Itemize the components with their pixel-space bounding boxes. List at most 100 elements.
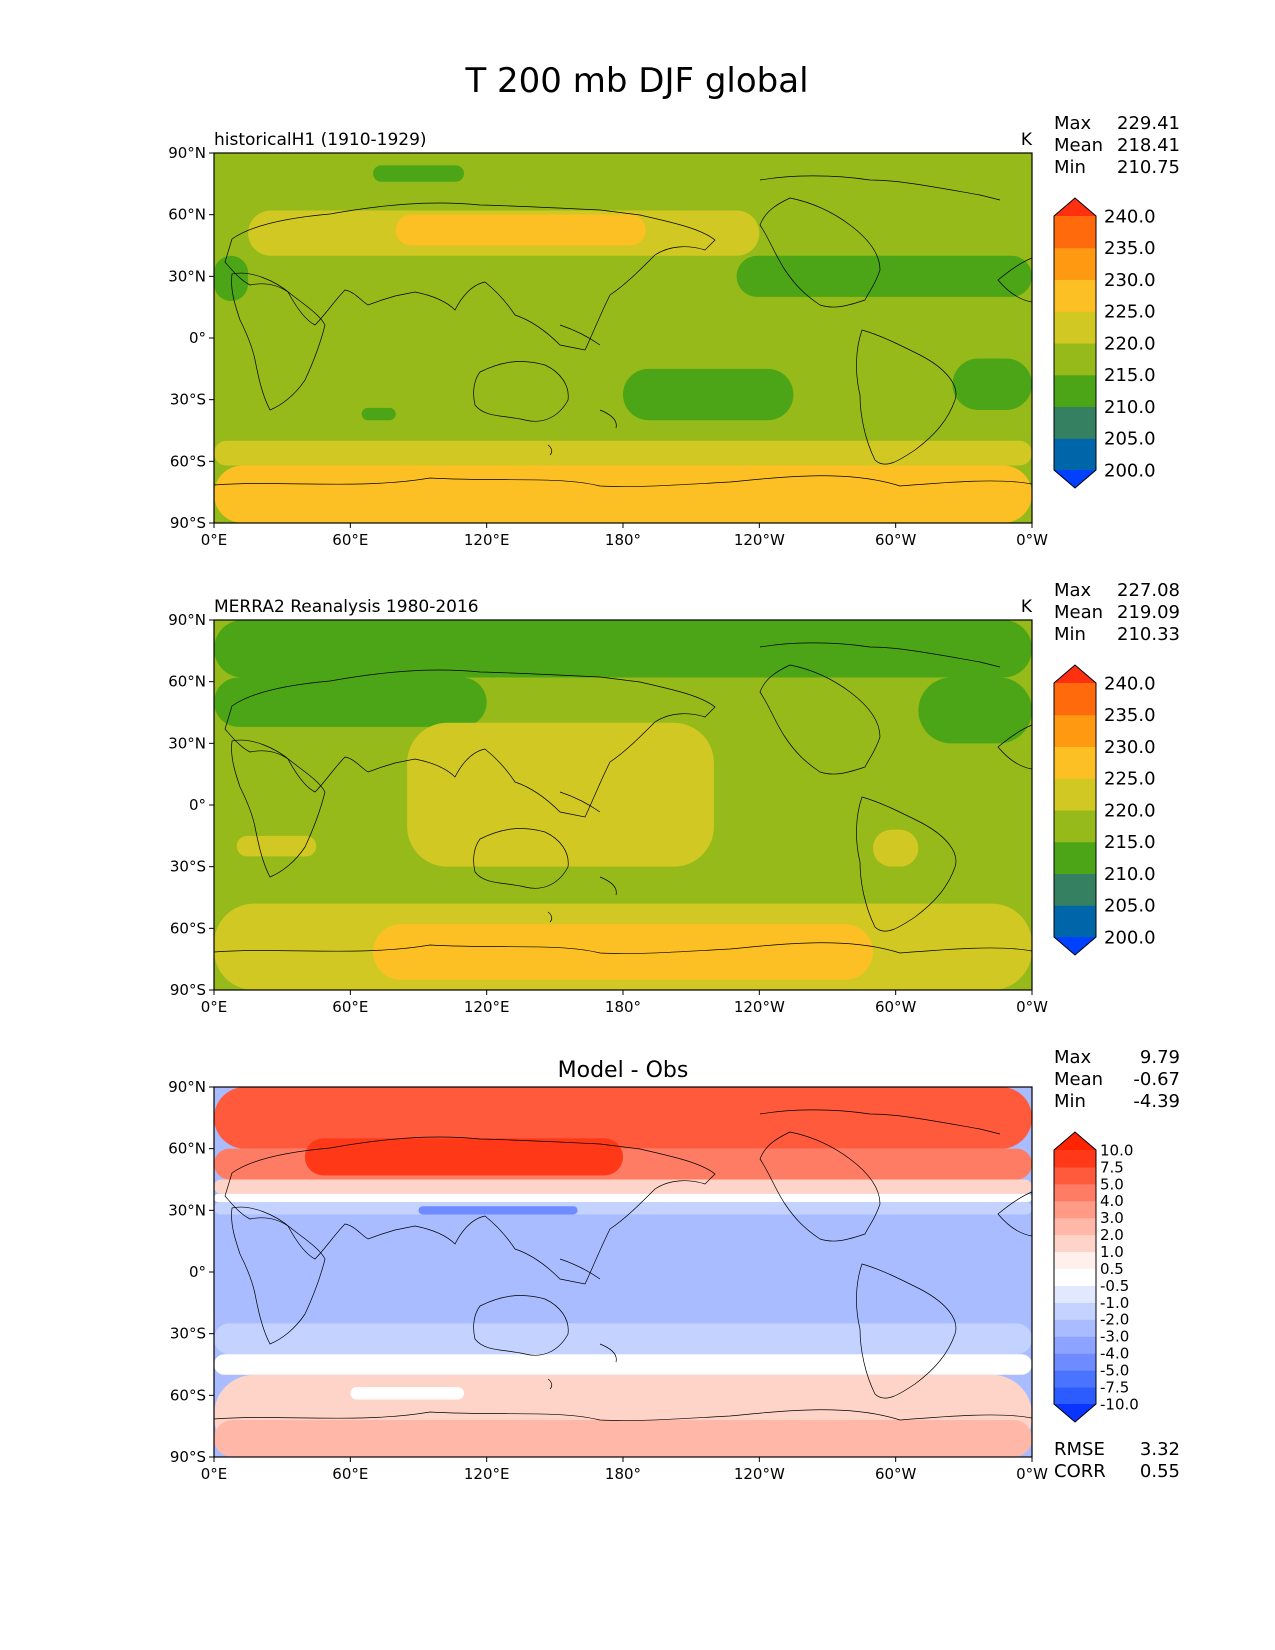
lon-tick-label: 120°W	[734, 531, 785, 549]
colorbar-segment	[1054, 216, 1096, 249]
lat-tick-label: 0°	[189, 796, 206, 814]
metric-value: 3.32	[1140, 1439, 1180, 1460]
colorbar-segment	[1054, 873, 1096, 906]
colorbar-tick-label: 4.0	[1100, 1192, 1124, 1210]
colorbar-tick-label: 240.0	[1104, 673, 1156, 694]
lat-tick-label: 90°N	[168, 144, 206, 162]
panel-diff-field	[214, 1087, 1032, 1457]
panel-model-contour-region	[952, 358, 1032, 410]
panel-diff: 90°N 60°N 30°N 0° 30°S 60°S 90°S0°E 60°E 120°E 18…	[168, 1047, 1180, 1483]
colorbar-segment	[1054, 406, 1096, 439]
colorbar-tick-label: 225.0	[1104, 769, 1156, 790]
panel-model-colorbar: 200.0 205.0 210.0 215.0 220.0 225.0 230.0 235.0…	[1053, 197, 1156, 489]
lon-tick-label: 0°W	[1016, 1465, 1048, 1483]
colorbar-tick-label: -0.5	[1100, 1277, 1129, 1295]
stat-value: 229.41	[1117, 113, 1180, 134]
panel-diff-contour-region	[214, 1323, 1032, 1355]
colorbar-extend-max	[1054, 665, 1096, 683]
colorbar-tick-label: -2.0	[1100, 1311, 1129, 1329]
colorbar-segment	[1054, 438, 1096, 471]
colorbar-tick-label: 235.0	[1104, 238, 1156, 259]
panel-model-contour-region	[214, 255, 249, 301]
colorbar-outline	[1053, 664, 1097, 956]
lon-tick-label: 60°E	[332, 531, 368, 549]
lat-tick-label: 60°S	[170, 919, 206, 937]
panel-model-title: historicalH1 (1910-1929)	[214, 130, 427, 150]
lon-tick-label: 60°E	[332, 1465, 368, 1483]
panel-obs-field	[214, 620, 1032, 990]
colorbar-extend-max	[1054, 198, 1096, 216]
colorbar-tick-label: 205.0	[1104, 429, 1156, 450]
panel-model-field	[214, 153, 1032, 523]
stat-label: Max	[1054, 580, 1092, 601]
panel-diff-title: Model - Obs	[558, 1058, 689, 1083]
panel-model-contour-region	[395, 214, 646, 246]
stat-value: -0.67	[1133, 1069, 1180, 1090]
colorbar-tick-label: 225.0	[1104, 302, 1156, 323]
colorbar-tick-label: -1.0	[1100, 1294, 1129, 1312]
colorbar-segment	[1054, 1387, 1096, 1405]
colorbar-segment	[1054, 746, 1096, 779]
colorbar-tick-label: 10.0	[1100, 1141, 1133, 1159]
colorbar-segment	[1054, 810, 1096, 843]
colorbar-segment	[1054, 374, 1096, 407]
stat-label: Mean	[1054, 602, 1103, 623]
panel-diff-colorbar: -10.0-7.5-5.0-4.0-3.0-2.0-1.0-0.50.51.02…	[1053, 1131, 1139, 1423]
colorbar-extend-max	[1054, 1132, 1096, 1150]
metric-label: CORR	[1054, 1461, 1106, 1482]
panel-obs-contour-region	[214, 677, 487, 727]
lat-tick-label: 30°S	[170, 1325, 206, 1343]
panel-model-contour-region	[214, 440, 1032, 466]
colorbar-segment	[1054, 311, 1096, 344]
colorbar-segment	[1054, 683, 1096, 716]
stat-label: Min	[1054, 1091, 1086, 1112]
stat-value: 218.41	[1117, 135, 1180, 156]
stat-label: Min	[1054, 624, 1086, 645]
colorbar-tick-label: 235.0	[1104, 705, 1156, 726]
stat-value: 210.33	[1117, 624, 1180, 645]
colorbar-segment	[1054, 1302, 1096, 1320]
lat-tick-label: 0°	[189, 329, 206, 347]
lat-tick-label: 30°N	[168, 1201, 206, 1219]
panel-obs-contour-region	[918, 677, 1032, 744]
panel-diff-contour-region	[214, 1193, 1032, 1203]
panel-diff-contour-region	[214, 1202, 1032, 1215]
colorbar-outline	[1053, 1131, 1097, 1423]
lat-tick-label: 90°S	[170, 981, 206, 999]
colorbar-tick-label: 210.0	[1104, 397, 1156, 418]
panel-obs-contour-region	[214, 620, 1032, 678]
panel-diff-contour-region	[350, 1387, 464, 1400]
panel-model-contour-region	[214, 465, 1032, 523]
lon-tick-label: 0°W	[1016, 531, 1048, 549]
lat-tick-label: 60°N	[168, 206, 206, 224]
colorbar-tick-label: 3.0	[1100, 1209, 1124, 1227]
colorbar-tick-label: -4.0	[1100, 1345, 1129, 1363]
colorbar-segment	[1054, 279, 1096, 312]
colorbar-tick-label: 230.0	[1104, 737, 1156, 758]
stat-value: 227.08	[1117, 580, 1180, 601]
stat-value: 210.75	[1117, 157, 1180, 178]
lon-tick-label: 60°E	[332, 998, 368, 1016]
colorbar-extend-min	[1054, 1404, 1096, 1422]
lon-tick-label: 60°W	[875, 998, 917, 1016]
lon-tick-label: 180°	[605, 531, 641, 549]
panel-model-contour-region	[623, 368, 794, 421]
lon-tick-label: 60°W	[875, 531, 917, 549]
lat-tick-label: 90°S	[170, 514, 206, 532]
stat-value: 9.79	[1140, 1047, 1180, 1068]
colorbar-segment	[1054, 1150, 1096, 1168]
colorbar-segment	[1054, 1319, 1096, 1337]
stat-value: 219.09	[1117, 602, 1180, 623]
lon-tick-label: 0°W	[1016, 998, 1048, 1016]
stat-label: Mean	[1054, 135, 1103, 156]
lon-tick-label: 120°E	[464, 1465, 510, 1483]
colorbar-segment	[1054, 1353, 1096, 1371]
colorbar-tick-label: -7.5	[1100, 1378, 1129, 1396]
stat-label: Min	[1054, 157, 1086, 178]
lat-tick-label: 30°S	[170, 391, 206, 409]
colorbar-segment	[1054, 1251, 1096, 1270]
colorbar-tick-label: -10.0	[1100, 1395, 1139, 1413]
panel-diff-contour-region	[214, 1354, 1032, 1375]
panel-diff-contour-region	[214, 1179, 1032, 1194]
